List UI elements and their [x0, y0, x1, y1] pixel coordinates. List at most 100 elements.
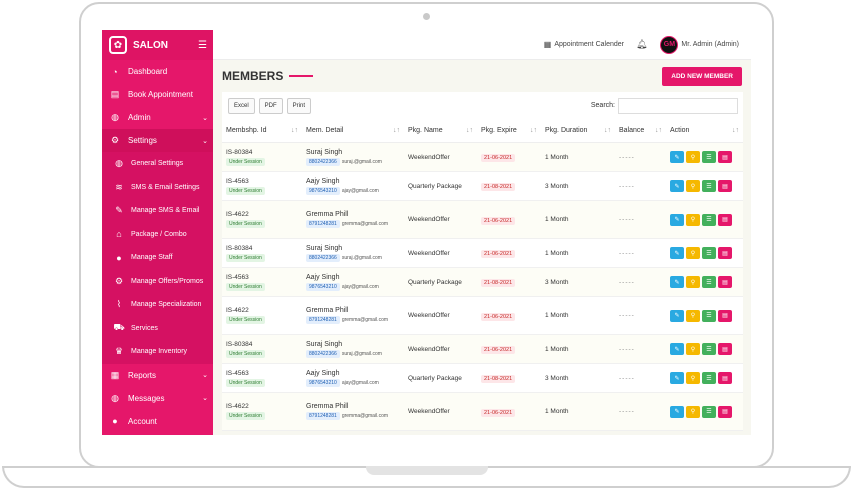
- search-icon[interactable]: ⚲: [686, 343, 700, 355]
- balance: -----: [619, 345, 635, 353]
- search-icon[interactable]: ⚲: [686, 213, 700, 226]
- list-icon[interactable]: ☰: [702, 151, 716, 163]
- action-buttons: ✎ ⚲ ☰ ▤: [666, 247, 743, 259]
- search-icon[interactable]: ⚲: [686, 276, 700, 288]
- package-expire: 21-06-2021: [481, 250, 516, 258]
- submenu-manage-offers[interactable]: ⚙ Manage Offers/Promos: [102, 270, 213, 294]
- member-email: suraj.@gmail.com: [341, 350, 382, 357]
- globe-icon: ◍: [111, 112, 119, 122]
- search-icon[interactable]: ⚲: [686, 247, 700, 259]
- submenu-manage-specialization[interactable]: ⌇ Manage Specialization: [102, 293, 213, 317]
- search-icon[interactable]: ⚲: [686, 309, 700, 322]
- sidebar-item-settings[interactable]: ⚙ Settings ⌄: [102, 129, 213, 152]
- column-header[interactable]: Action ↓↑: [670, 127, 739, 134]
- sort-icon: ↓↑: [732, 127, 739, 134]
- action-buttons: ✎ ⚲ ☰ ▤: [666, 405, 743, 418]
- webcam: [423, 13, 430, 20]
- list-icon[interactable]: ☰: [702, 372, 716, 384]
- edit-icon[interactable]: ✎: [670, 276, 684, 288]
- search-icon[interactable]: ⚲: [686, 405, 700, 418]
- document-icon[interactable]: ▤: [718, 405, 732, 418]
- edit-icon[interactable]: ✎: [670, 247, 684, 259]
- sidebar-item-account[interactable]: ● Account: [102, 410, 213, 433]
- package-expire-cell: 21-08-2021: [477, 181, 541, 191]
- member-phone: 8802422366: [306, 349, 340, 358]
- member-phone: 8791248281: [306, 220, 340, 228]
- member-email: gremma@gmail.com: [341, 317, 389, 323]
- package-expire-cell: 21-08-2021: [477, 277, 541, 287]
- membership-id: IS-4563: [226, 273, 249, 281]
- sidebar-item-label: Reports: [128, 370, 157, 380]
- status-badge: Under Session: [226, 282, 265, 291]
- document-icon[interactable]: ▤: [718, 151, 732, 163]
- action-buttons: ✎ ⚲ ☰ ▤: [666, 213, 743, 226]
- submenu-manage-inventory[interactable]: ♛ Manage Inventory: [102, 340, 213, 364]
- sidebar-item-admin[interactable]: ◍ Admin ⌄: [102, 106, 213, 129]
- document-icon[interactable]: ▤: [718, 372, 732, 384]
- list-icon[interactable]: ☰: [702, 405, 716, 418]
- add-new-member-button[interactable]: ADD NEW MEMBER: [662, 66, 742, 86]
- sidebar-item-reports[interactable]: ▦ Reports ⌄: [102, 364, 213, 387]
- edit-icon[interactable]: ✎: [670, 372, 684, 384]
- sidebar-item-label: Book Appointment: [128, 90, 193, 99]
- edit-icon[interactable]: ✎: [670, 180, 684, 192]
- user-menu[interactable]: GM Mr. Admin (Admin): [660, 35, 739, 54]
- column-header[interactable]: Pkg. Duration ↓↑: [545, 127, 611, 134]
- salon-logo-icon: ✿: [109, 36, 127, 54]
- search-icon[interactable]: ⚲: [686, 151, 700, 163]
- sidebar-item-dashboard[interactable]: ◔ Dashboard: [102, 60, 213, 83]
- member-name: Gremma Phill: [306, 211, 349, 218]
- brand-name: SALON: [133, 39, 168, 51]
- submenu-manage-staff[interactable]: ● Manage Staff: [102, 246, 213, 270]
- document-icon[interactable]: ▤: [718, 213, 732, 226]
- table-row: IS-4563 Under Session Aajy Singh 9876543…: [222, 268, 743, 297]
- document-icon[interactable]: ▤: [718, 247, 732, 259]
- print-button[interactable]: Print: [286, 97, 312, 114]
- document-icon[interactable]: ▤: [718, 276, 732, 288]
- list-icon[interactable]: ☰: [702, 180, 716, 192]
- edit-icon[interactable]: ✎: [670, 405, 684, 418]
- column-header[interactable]: Balance ↓↑: [619, 127, 662, 134]
- pdf-button[interactable]: PDF: [258, 97, 283, 114]
- document-icon[interactable]: ▤: [718, 309, 732, 322]
- edit-icon[interactable]: ✎: [670, 343, 684, 355]
- list-icon[interactable]: ☰: [702, 213, 716, 226]
- package-duration: 1 Month: [545, 312, 569, 319]
- sort-icon: ↓↑: [604, 127, 611, 134]
- list-icon[interactable]: ☰: [702, 309, 716, 322]
- submenu-package-combo[interactable]: ⌂ Package / Combo: [102, 223, 213, 247]
- search-icon[interactable]: ⚲: [686, 180, 700, 192]
- package-expire: 21-08-2021: [481, 279, 516, 287]
- list-icon[interactable]: ☰: [702, 247, 716, 259]
- sidebar-item-messages[interactable]: ◍ Messages ⌄: [102, 387, 213, 410]
- sidebar-item-book-appointment[interactable]: ▤ Book Appointment: [102, 83, 213, 106]
- column-header[interactable]: Pkg. Expire ↓↑: [481, 127, 537, 134]
- column-header[interactable]: Membshp. Id ↓↑: [226, 127, 298, 134]
- status-badge: Under Session: [226, 186, 265, 195]
- bell-icon[interactable]: 🔔︎: [635, 39, 648, 49]
- main-content: MEMBERS ADD NEW MEMBER Excel PDF Print S…: [213, 60, 751, 435]
- hamburger-icon[interactable]: ☰: [198, 39, 207, 51]
- submenu-sms-email-settings[interactable]: ≋ SMS & Email Settings: [102, 176, 213, 200]
- edit-icon[interactable]: ✎: [670, 213, 684, 226]
- document-icon[interactable]: ▤: [718, 343, 732, 355]
- submenu-general-settings[interactable]: ◍ General Settings: [102, 152, 213, 176]
- search-icon[interactable]: ⚲: [686, 372, 700, 384]
- excel-button[interactable]: Excel: [228, 97, 255, 114]
- member-phone: 9876543210: [306, 378, 340, 387]
- column-header[interactable]: Pkg. Name ↓↑: [408, 127, 473, 134]
- status-badge: Under Session: [226, 157, 265, 166]
- column-header[interactable]: Mem. Detail ↓↑: [306, 127, 400, 134]
- edit-icon[interactable]: ✎: [670, 309, 684, 322]
- list-icon[interactable]: ☰: [702, 276, 716, 288]
- edit-icon[interactable]: ✎: [670, 151, 684, 163]
- document-icon[interactable]: ▤: [718, 180, 732, 192]
- submenu-manage-sms-email[interactable]: ✎ Manage SMS & Email: [102, 199, 213, 223]
- package-expire-cell: 21-06-2021: [477, 407, 541, 417]
- search-input[interactable]: [618, 97, 738, 114]
- submenu-services[interactable]: ⛟ Services: [102, 317, 213, 341]
- appointment-calendar-link[interactable]: ▦ Appointment Calender: [544, 40, 624, 49]
- user-icon: ●: [116, 252, 122, 263]
- list-icon[interactable]: ☰: [702, 343, 716, 355]
- submenu-label: Manage SMS & Email: [131, 207, 200, 215]
